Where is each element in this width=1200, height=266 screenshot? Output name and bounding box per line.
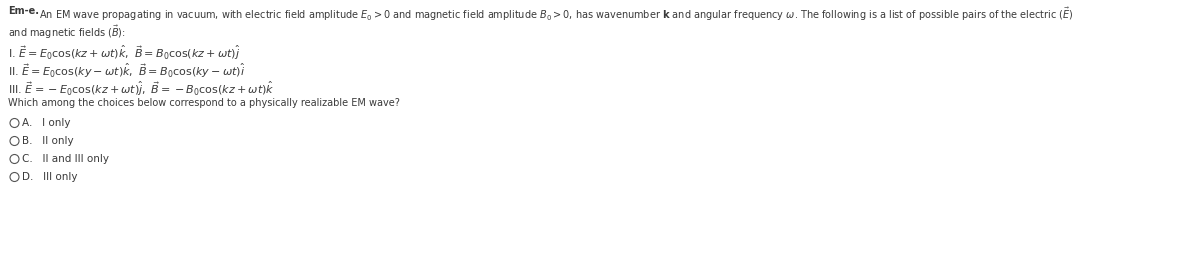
Text: II. $\vec{E} = E_0\cos(ky-\omega t)\hat{k},\ \vec{B} = B_0\cos(ky-\omega t)\hat{: II. $\vec{E} = E_0\cos(ky-\omega t)\hat{… [8, 62, 245, 80]
Text: C.   II and III only: C. II and III only [22, 154, 109, 164]
Text: and magnetic fields ($\vec{B}$):: and magnetic fields ($\vec{B}$): [8, 24, 126, 41]
Text: B.   II only: B. II only [22, 136, 73, 146]
Text: A.   I only: A. I only [22, 118, 71, 128]
Text: Which among the choices below correspond to a physically realizable EM wave?: Which among the choices below correspond… [8, 98, 400, 108]
Text: III. $\vec{E} = -E_0\cos(kz+\omega t)\hat{j},\ \vec{B} = -B_0\cos(kz+\omega t)\h: III. $\vec{E} = -E_0\cos(kz+\omega t)\ha… [8, 80, 275, 98]
Text: I. $\vec{E} = E_0\cos(kz+\omega t)\hat{k},\ \vec{B} = B_0\cos(kz+\omega t)\hat{j: I. $\vec{E} = E_0\cos(kz+\omega t)\hat{k… [8, 44, 240, 63]
Text: D.   III only: D. III only [22, 172, 78, 182]
Text: An EM wave propagating in vacuum, with electric field amplitude $E_0 > 0$ and ma: An EM wave propagating in vacuum, with e… [36, 6, 1074, 23]
Text: Em-e.: Em-e. [8, 6, 38, 16]
